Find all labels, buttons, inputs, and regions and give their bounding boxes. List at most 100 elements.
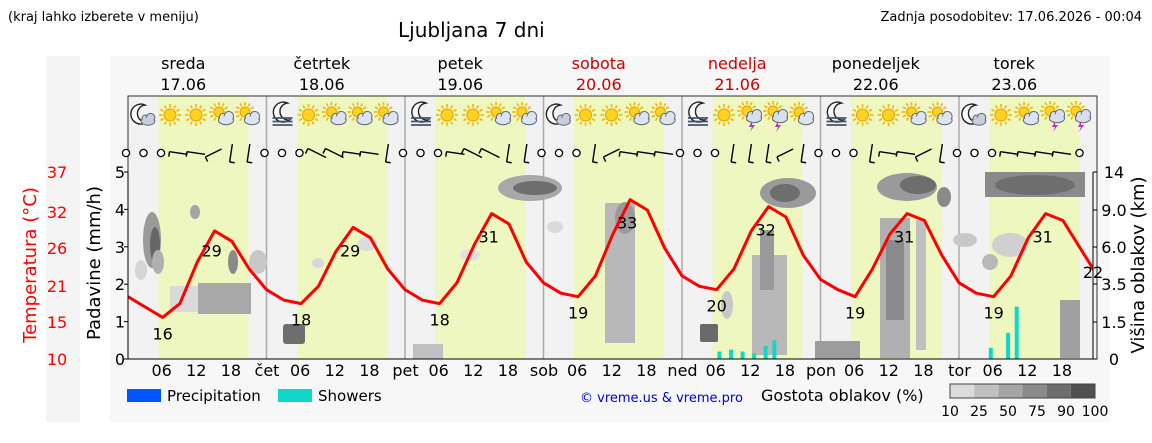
cloud-blob <box>760 230 774 290</box>
cloud-blob <box>953 233 977 247</box>
wind-barb-icon <box>478 148 483 154</box>
moon-cloud-icon <box>130 103 156 126</box>
credit-link[interactable]: © vreme.us & vreme.pro <box>580 391 743 406</box>
sun-cloud-icon <box>650 102 676 126</box>
wind-barb-icon <box>322 148 327 154</box>
wind-barb-icon <box>915 148 932 158</box>
day-date: 19.06 <box>437 75 483 94</box>
wind-barb-icon <box>463 147 483 159</box>
precipitation-tick: 0 <box>115 350 125 369</box>
wind-barb-icon <box>205 148 222 158</box>
sun-storm-icon <box>737 101 763 132</box>
temperature-max-label: 29 <box>201 241 221 260</box>
cloud-density-tick: 90 <box>1057 404 1075 420</box>
cloud-height-tick: 6.0 <box>1101 238 1126 257</box>
day-date: 20.06 <box>576 75 622 94</box>
cloud-density-swatch <box>974 384 999 398</box>
wind-calm-icon <box>814 148 823 158</box>
wind-barb-icon <box>776 148 794 158</box>
last-updated: Zadnja posodobitev: 17.06.2026 - 00:04 <box>880 10 1142 25</box>
day-tick-label: sob <box>530 361 558 380</box>
precipitation-bar <box>772 340 777 359</box>
sun-cloud-icon <box>927 102 953 126</box>
wind-barb-icon <box>523 143 528 163</box>
wind-barb-icon <box>385 161 391 164</box>
wind-barb-icon <box>766 161 772 164</box>
cloud-blob <box>547 221 563 233</box>
wind-barb-icon <box>460 148 465 154</box>
wind-barb-icon <box>914 156 919 162</box>
cloud-density-swatch <box>1022 384 1047 398</box>
cloud-blob <box>1060 300 1080 358</box>
hour-tick-label: 06 <box>151 361 171 380</box>
sun-cloud-icon <box>901 102 927 126</box>
wind-calm-icon <box>121 148 131 158</box>
wind-barb-icon <box>1000 150 1019 156</box>
sun-cloud-icon <box>789 102 815 126</box>
temperature-max-label: 32 <box>755 221 775 240</box>
wind-barb-icon <box>246 143 251 163</box>
wind-barb-icon <box>204 156 209 162</box>
wind-barb-icon <box>618 151 621 157</box>
sun-icon <box>851 104 874 126</box>
wind-calm-icon <box>433 148 443 158</box>
precipitation-bars <box>717 306 1019 359</box>
sun-storm-icon <box>1066 101 1092 132</box>
moon-fog-icon <box>688 101 708 126</box>
region-hint[interactable]: (kraj lahko izberete v meniju) <box>8 10 199 25</box>
hour-tick-label: 12 <box>1017 361 1037 380</box>
cloud-density-tick: 75 <box>1028 404 1046 420</box>
wind-barb-icon <box>654 150 674 156</box>
cloud-blob <box>228 250 238 274</box>
day-name: ponedeljek <box>832 54 921 73</box>
cloud-density-swatch <box>1070 384 1095 398</box>
wind-calm-icon <box>710 148 720 158</box>
temperature-max-label: 33 <box>617 214 637 233</box>
precipitation-tick: 2 <box>115 275 125 294</box>
wind-barb-icon <box>446 150 465 156</box>
wind-barb-icon <box>307 147 327 159</box>
sun-icon <box>877 104 900 126</box>
cloud-blob <box>198 283 251 314</box>
sun-icon <box>297 104 320 126</box>
temperature-min-label: 20 <box>706 297 726 316</box>
wind-barb-icon <box>896 150 916 156</box>
wind-barb-icon <box>229 161 235 164</box>
sun-cloud-icon <box>624 102 650 126</box>
wind-barb-icon <box>1052 150 1072 156</box>
day-headers: sreda 17.06 četrtek 18.06 petek 19.06 sobota 20… <box>160 54 1037 94</box>
sun-icon <box>159 104 181 126</box>
temperature-min-label: 19 <box>568 304 588 323</box>
temperature-tick: 21 <box>47 277 67 296</box>
wind-calm-icon <box>693 148 702 158</box>
wind-barb-icon <box>247 161 253 164</box>
cloud-blob <box>982 254 998 270</box>
hour-tick-label: 12 <box>325 361 345 380</box>
sun-icon <box>713 104 735 126</box>
wind-calm-icon <box>416 148 425 158</box>
cloud-height-tick: 3.5 <box>1101 275 1126 294</box>
cloud-density-tick: 25 <box>970 404 988 420</box>
wind-barb-icon <box>619 150 639 156</box>
hour-tick-label: 06 <box>982 361 1002 380</box>
cloud-height-tick: 9.0 <box>1101 201 1126 220</box>
wind-barb-icon <box>1016 151 1019 157</box>
hour-tick-label: 12 <box>186 361 206 380</box>
wind-barb-icon <box>878 151 881 157</box>
day-name: torek <box>994 54 1036 73</box>
day-tick-label: ned <box>667 361 697 380</box>
precipitation-tick: 1 <box>115 313 125 332</box>
cloud-blob <box>152 250 164 274</box>
wind-calm-icon <box>554 148 564 158</box>
wind-barb-icon <box>868 143 874 163</box>
wind-barb-icon <box>637 150 656 156</box>
moon-cloud-icon <box>545 103 571 126</box>
temperature-max-label: 31 <box>894 228 914 247</box>
wind-barb-icon <box>228 143 234 163</box>
hour-tick-label: 06 <box>705 361 725 380</box>
temperature-axis-ticks: 10 15 21 26 32 37 <box>47 163 67 369</box>
wind-calm-icon <box>260 148 269 158</box>
hour-tick-label: 18 <box>221 361 241 380</box>
showers-legend-label: Showers <box>318 387 382 405</box>
sun-cloud-icon <box>512 102 538 126</box>
